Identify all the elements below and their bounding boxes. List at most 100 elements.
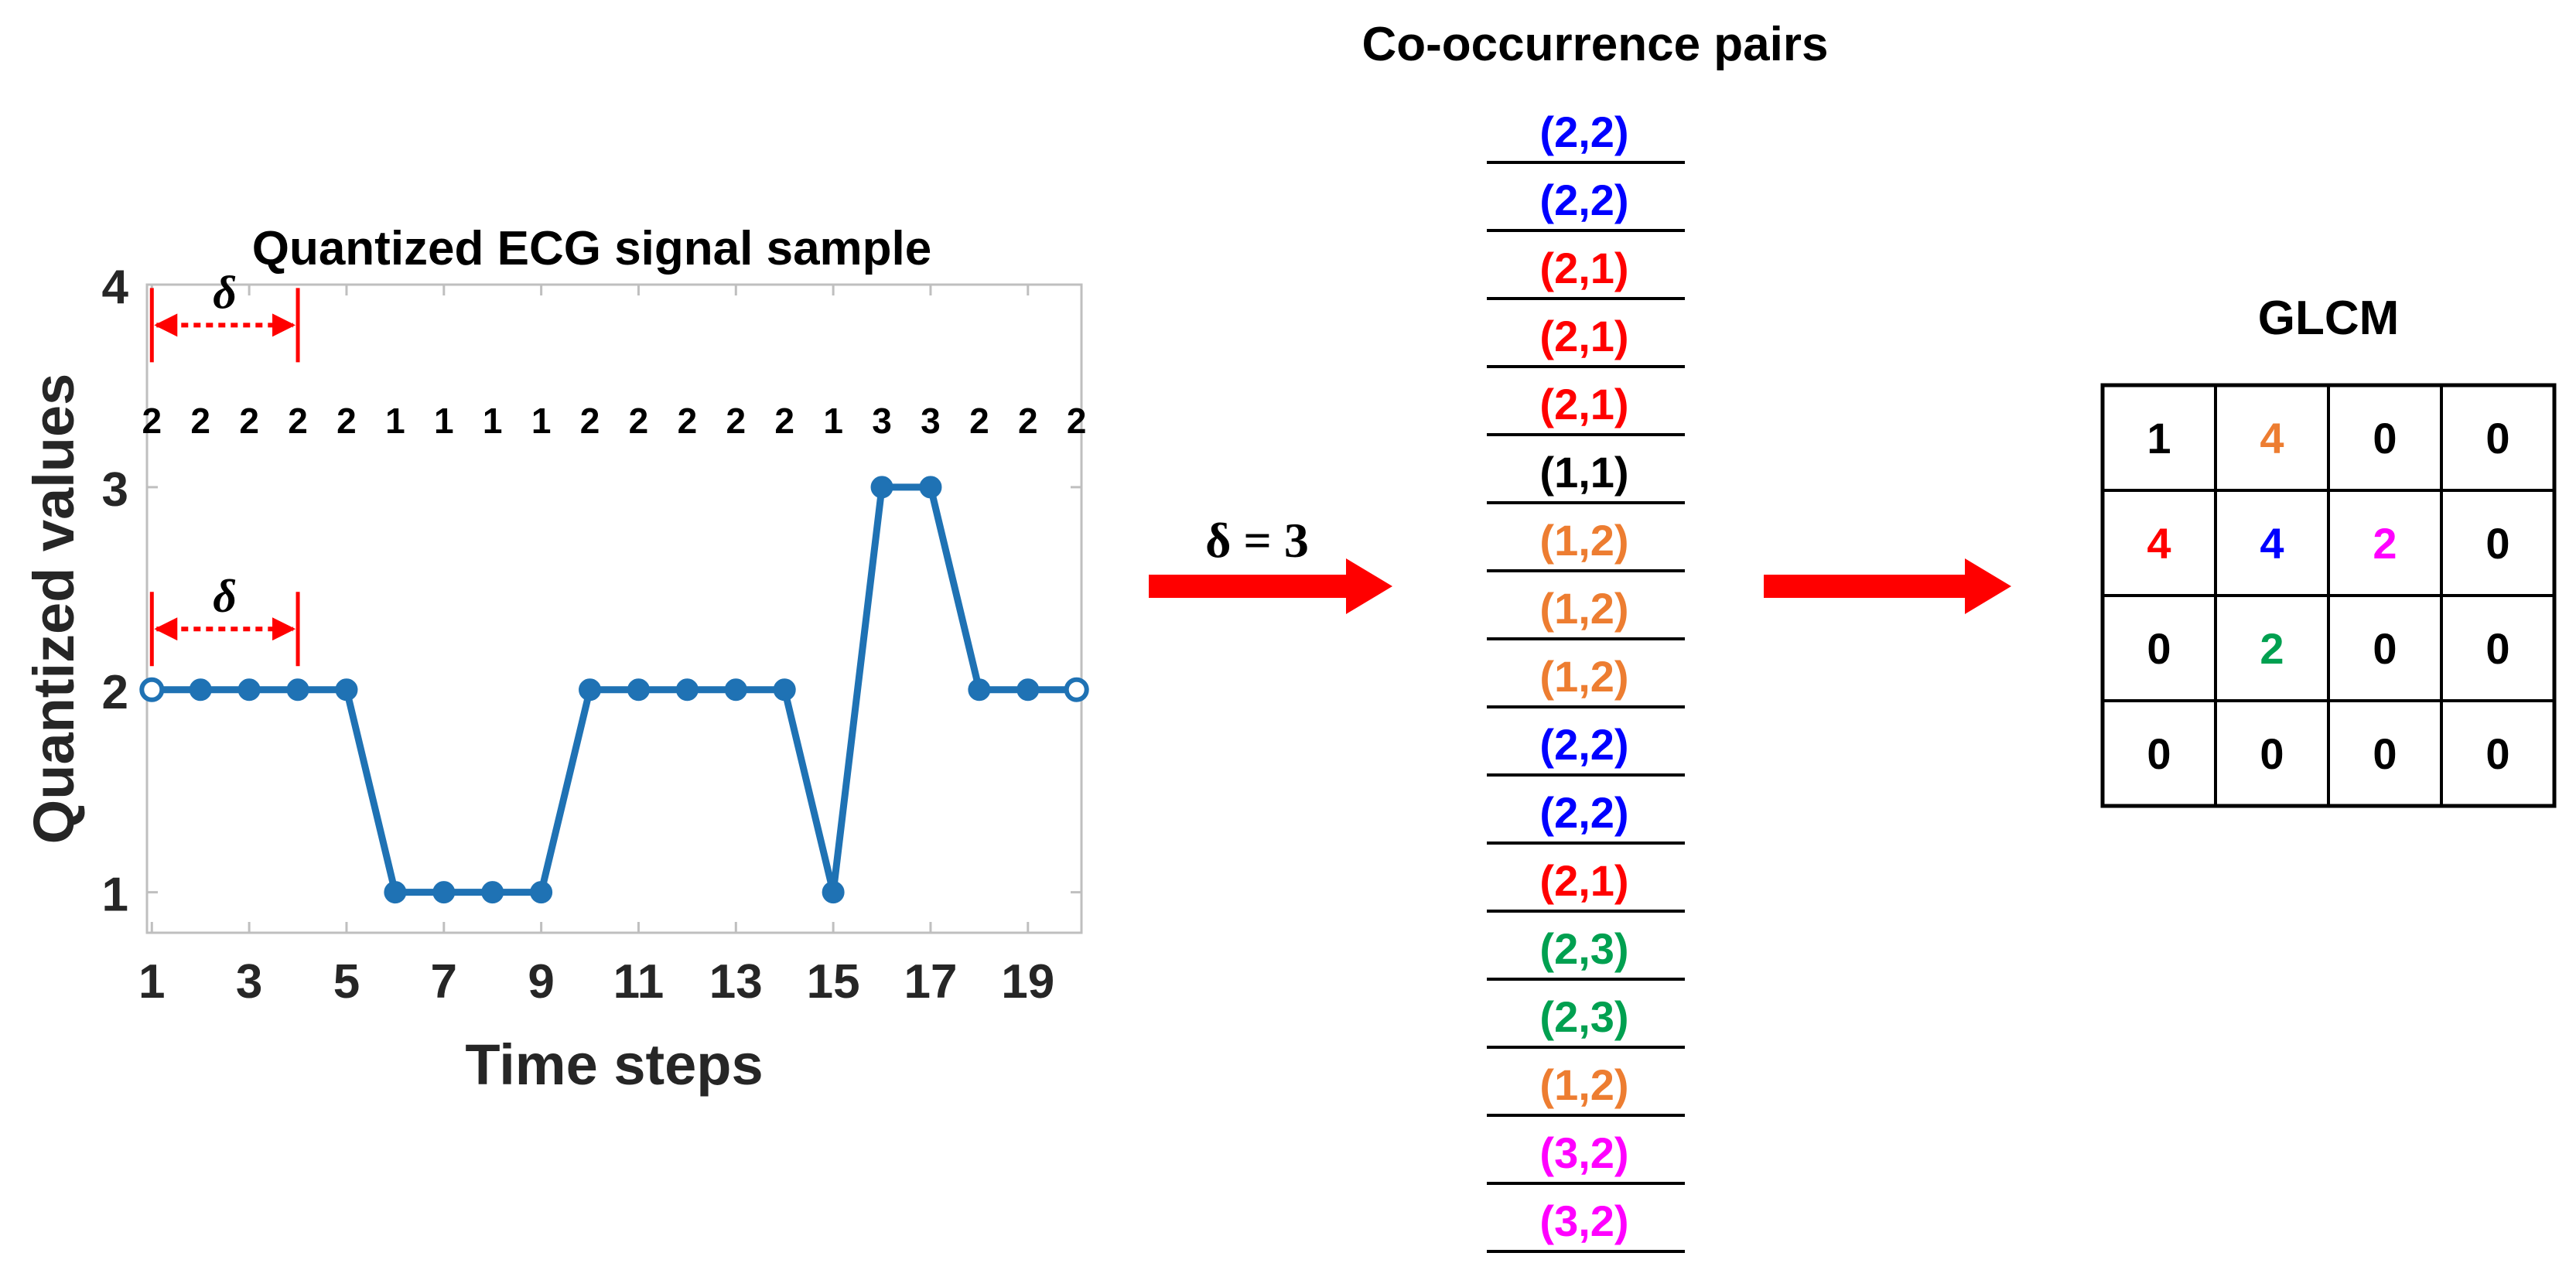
y-tick-label: 4 (102, 261, 129, 314)
data-point (627, 678, 650, 702)
pair-item: (2,2) (1539, 720, 1628, 769)
data-point (189, 678, 212, 702)
data-point (822, 881, 845, 904)
glcm-cell: 2 (2260, 624, 2284, 673)
pair-item: (2,2) (1539, 788, 1628, 837)
value-label: 2 (726, 401, 746, 441)
value-label: 2 (1067, 401, 1087, 441)
data-point (530, 881, 553, 904)
glcm-cell: 4 (2260, 414, 2284, 463)
x-axis: 1 3 5 7 9 11 13 15 17 19 (138, 285, 1054, 1009)
glcm-cell: 0 (2485, 624, 2509, 673)
data-point (1064, 677, 1089, 702)
value-label: 2 (580, 401, 600, 441)
pair-item: (1,2) (1539, 584, 1628, 633)
value-label: 3 (872, 401, 892, 441)
value-label: 1 (483, 401, 503, 441)
glcm-cell: 4 (2147, 519, 2171, 568)
glcm-cell: 0 (2485, 519, 2509, 568)
delta-label: δ (213, 267, 237, 318)
glcm-cell: 2 (2373, 519, 2397, 568)
x-axis-label: Time steps (465, 1033, 763, 1097)
value-label: 2 (190, 401, 210, 441)
value-label: 1 (823, 401, 843, 441)
pair-item: (1,1) (1539, 448, 1628, 497)
pairs-column: Co-occurrence pairs (2,2) (2,2) (2,1) (2,1)… (1362, 18, 1829, 1253)
x-tick-label: 3 (236, 955, 262, 1009)
pair-item: (2,3) (1539, 992, 1628, 1041)
data-point (481, 881, 504, 904)
x-tick-label: 13 (709, 955, 763, 1009)
y-axis-label: Quantized values (22, 374, 86, 845)
value-label: 2 (239, 401, 259, 441)
pair-item: (3,2) (1539, 1128, 1628, 1177)
value-label: 2 (142, 401, 162, 441)
pair-item: (2,2) (1539, 108, 1628, 156)
data-point (968, 678, 991, 702)
glcm-title: GLCM (2258, 292, 2400, 345)
value-label: 3 (921, 401, 941, 441)
x-tick-label: 7 (431, 955, 457, 1009)
red-arrow-icon (1764, 558, 2011, 614)
value-label: 1 (385, 401, 405, 441)
data-point (675, 678, 699, 702)
glcm-cell: 0 (2373, 624, 2397, 673)
data-point (432, 881, 456, 904)
delta-label: δ (213, 571, 237, 622)
glcm-cell: 0 (2260, 729, 2284, 778)
value-label: 1 (531, 401, 552, 441)
arrow-delta: δ = 3 (1149, 513, 1392, 614)
data-point (237, 678, 261, 702)
plot-box (145, 283, 1083, 934)
value-label: 2 (629, 401, 649, 441)
data-point (870, 476, 893, 499)
value-label: 2 (774, 401, 794, 441)
value-label: 1 (434, 401, 454, 441)
x-tick-label: 9 (528, 955, 554, 1009)
data-point (724, 678, 747, 702)
x-tick-label: 19 (1001, 955, 1054, 1009)
glcm-matrix: GLCM 1 4 0 0 4 4 2 0 0 2 0 0 0 0 0 0 (2100, 292, 2557, 808)
glcm-cell: 0 (2373, 729, 2397, 778)
glcm-cell: 0 (2147, 624, 2171, 673)
x-tick-label: 11 (613, 955, 664, 1009)
delta-equation: δ = 3 (1205, 513, 1309, 568)
value-label: 2 (678, 401, 698, 441)
delta-marks: δδ (149, 267, 300, 667)
glcm-cell: 4 (2260, 519, 2284, 568)
glcm-cell: 0 (2485, 729, 2509, 778)
x-tick-label: 5 (333, 955, 360, 1009)
value-label: 2 (337, 401, 357, 441)
glcm-cell: 1 (2147, 414, 2171, 463)
glcm-cell: 0 (2485, 414, 2509, 463)
value-label: 2 (288, 401, 308, 441)
data-point (139, 677, 165, 702)
pair-item: (2,3) (1539, 924, 1628, 973)
x-tick-label: 1 (138, 955, 165, 1009)
y-tick-label: 1 (102, 869, 128, 922)
value-label: 2 (969, 401, 989, 441)
pairs-list: (2,2) (2,2) (2,1) (2,1) (2,1) (1,1) (1,2) (1,2)… (1487, 108, 1685, 1253)
pair-item: (2,1) (1539, 380, 1628, 428)
pair-item: (2,2) (1539, 176, 1628, 224)
y-tick-label: 3 (102, 463, 128, 517)
glcm-grid: 1 4 0 0 4 4 2 0 0 2 0 0 0 0 0 0 (2100, 383, 2557, 808)
data-point (335, 678, 358, 702)
pair-item: (2,1) (1539, 244, 1628, 292)
pair-item: (2,1) (1539, 856, 1628, 905)
data-point (1016, 678, 1040, 702)
chart-title: Quantized ECG signal sample (252, 222, 932, 275)
glcm-cell: 0 (2373, 414, 2397, 463)
data-point (286, 678, 309, 702)
pair-item: (2,1) (1539, 312, 1628, 360)
data-point (919, 476, 942, 499)
pair-item: (3,2) (1539, 1197, 1628, 1245)
pair-item: (1,2) (1539, 516, 1628, 565)
glcm-cell: 0 (2147, 729, 2171, 778)
value-label: 2 (1018, 401, 1038, 441)
data-point (384, 881, 407, 904)
pair-item: (1,2) (1539, 652, 1628, 701)
